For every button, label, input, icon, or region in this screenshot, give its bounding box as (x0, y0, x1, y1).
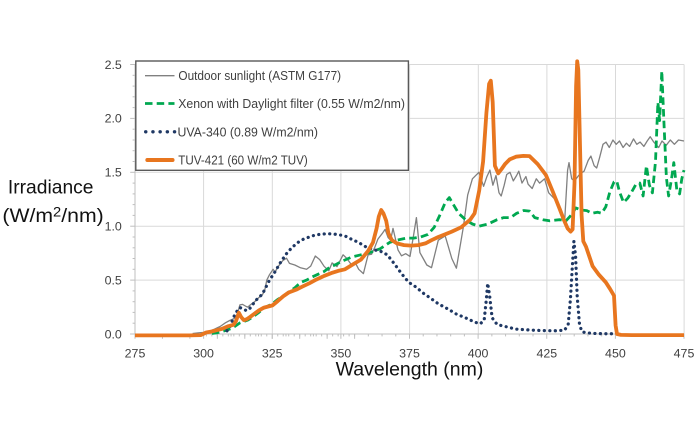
svg-text:400: 400 (468, 347, 489, 361)
svg-text:450: 450 (605, 347, 626, 361)
svg-text:325: 325 (262, 347, 283, 361)
svg-text:425: 425 (536, 347, 557, 361)
svg-text:Xenon with Daylight filter (0.: Xenon with Daylight filter (0.55 W/m2/nm… (178, 96, 405, 111)
svg-text:Irradiance: Irradiance (8, 176, 94, 198)
svg-text:475: 475 (674, 347, 695, 361)
svg-text:350: 350 (331, 347, 352, 361)
svg-text:1.5: 1.5 (105, 166, 122, 180)
svg-text:2.5: 2.5 (105, 58, 122, 72)
svg-text:2.0: 2.0 (105, 112, 122, 126)
svg-text:TUV-421 (60 W/m2 TUV): TUV-421 (60 W/m2 TUV) (178, 153, 307, 168)
svg-text:300: 300 (193, 347, 214, 361)
svg-text:375: 375 (399, 347, 420, 361)
svg-text:1.0: 1.0 (105, 220, 122, 234)
svg-text:UVA-340 (0.89 W/m2/nm): UVA-340 (0.89 W/m2/nm) (178, 124, 319, 139)
svg-text:Outdoor sunlight (ASTM G177): Outdoor sunlight (ASTM G177) (178, 68, 341, 83)
svg-text:Wavelength (nm): Wavelength (nm) (336, 359, 484, 381)
svg-text:0.5: 0.5 (105, 273, 122, 287)
svg-text:(W/m2/nm): (W/m 2/nm) (2, 205, 103, 228)
svg-text:0.0: 0.0 (105, 327, 122, 341)
svg-text:275: 275 (125, 347, 146, 361)
